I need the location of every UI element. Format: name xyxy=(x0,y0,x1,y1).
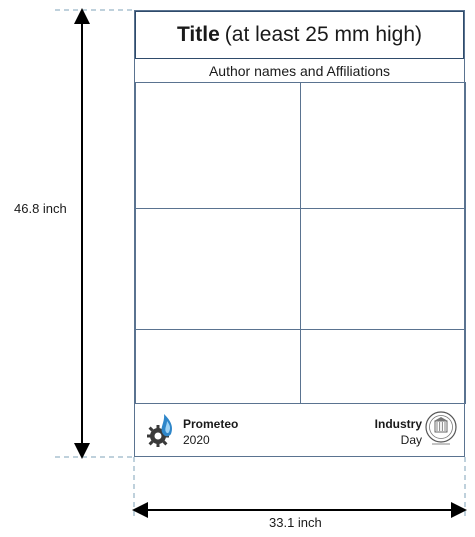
height-label: 46.8 inch xyxy=(12,201,69,216)
content-panel-2 xyxy=(300,82,466,209)
university-seal-icon xyxy=(425,411,457,445)
title-note-text: (at least 25 mm high) xyxy=(224,23,423,46)
industry-label: Industry xyxy=(374,417,422,431)
industry-day-brand: Industry Day xyxy=(375,416,422,448)
prometeo-name: Prometeo xyxy=(183,417,239,431)
prometeo-brand: Prometeo 2020 xyxy=(183,416,238,448)
content-panel-5 xyxy=(135,329,301,404)
prometeo-year: 2020 xyxy=(183,433,210,447)
width-label: 33.1 inch xyxy=(269,515,322,530)
content-panel-6 xyxy=(300,329,466,404)
poster-title: Title (at least 25 mm high) xyxy=(135,11,464,59)
day-label: Day xyxy=(400,433,422,447)
content-panel-3 xyxy=(135,208,301,330)
gear-flame-icon xyxy=(147,414,173,447)
content-panel-1 xyxy=(135,82,301,209)
content-panel-4 xyxy=(300,208,466,330)
poster-footer: Prometeo 2020 Industry Day xyxy=(135,403,464,458)
poster-frame: Title (at least 25 mm high) Author names… xyxy=(134,10,466,458)
title-bold-text: Title xyxy=(176,23,220,46)
authors-affiliations: Author names and Affiliations xyxy=(135,59,464,83)
